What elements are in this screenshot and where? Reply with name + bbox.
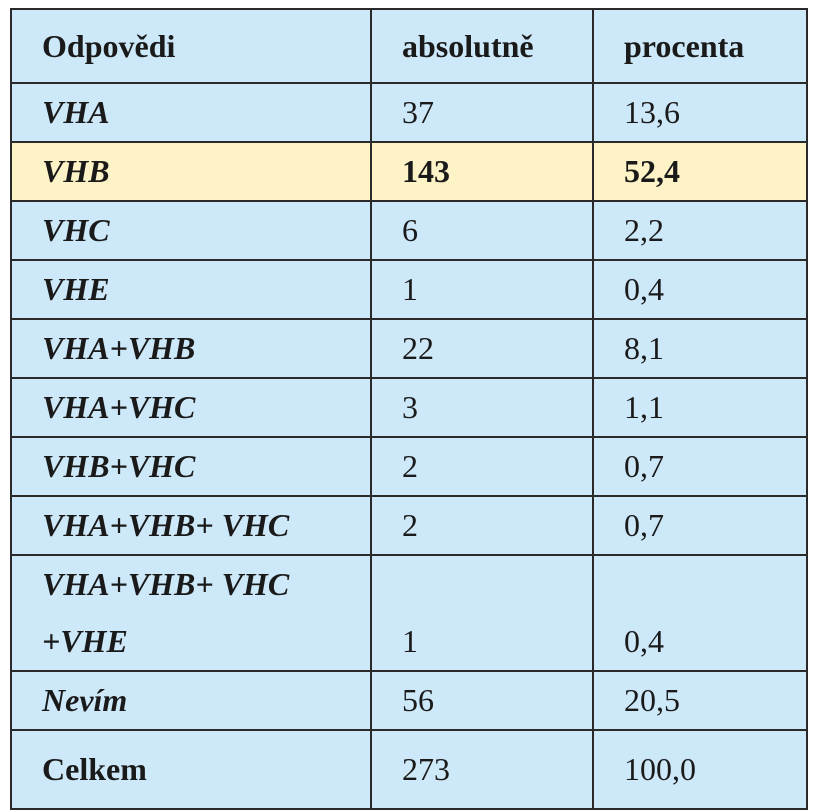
table-row: VHB 143 52,4 [10, 141, 808, 202]
row-label: VHA+VHC [10, 377, 372, 438]
table-row: VHB+VHC 2 0,7 [10, 436, 808, 497]
cell: 8,1 [592, 318, 808, 379]
header-cell: procenta [592, 8, 808, 84]
header-row: Odpovědi absolutně procenta [10, 8, 808, 84]
table-row: VHC 6 2,2 [10, 200, 808, 261]
cell: 0,7 [592, 495, 808, 556]
cell: 20,5 [592, 670, 808, 731]
cell: 2,2 [592, 200, 808, 261]
data-table: Odpovědi absolutně procenta VHA 37 13,6 VHB 143… [10, 8, 808, 810]
row-label: VHA+VHB+ VHC [10, 495, 372, 556]
cell: 3 [370, 377, 594, 438]
row-label: VHE [10, 259, 372, 320]
table-row: Celkem 273 100,0 [10, 729, 808, 810]
table-body: Odpovědi absolutně procenta VHA 37 13,6 VHB 143… [10, 8, 808, 810]
table-row: VHA 37 13,6 [10, 82, 808, 143]
cell: 1 [370, 259, 594, 320]
row-label: Nevím [10, 670, 372, 731]
row-label: VHA+VHB [10, 318, 372, 379]
table-row: Nevím 56 20,5 [10, 670, 808, 731]
cell: 22 [370, 318, 594, 379]
header-cell: absolutně [370, 8, 594, 84]
table-row: VHE 1 0,4 [10, 259, 808, 320]
header-cell: Odpovědi [10, 8, 372, 84]
row-label: VHB+VHC [10, 436, 372, 497]
cell: 100,0 [592, 729, 808, 810]
row-label: VHC [10, 200, 372, 261]
cell: 1,1 [592, 377, 808, 438]
cell: 0,4 [592, 554, 808, 672]
cell: 1 [370, 554, 594, 672]
row-label: VHA [10, 82, 372, 143]
table-row: VHA+VHB+ VHC 2 0,7 [10, 495, 808, 556]
cell: 0,4 [592, 259, 808, 320]
table-row: VHA+VHB 22 8,1 [10, 318, 808, 379]
cell: 143 [370, 141, 594, 202]
cell: 13,6 [592, 82, 808, 143]
cell: 56 [370, 670, 594, 731]
cell: 52,4 [592, 141, 808, 202]
cell: 6 [370, 200, 594, 261]
cell: 2 [370, 495, 594, 556]
cell: 37 [370, 82, 594, 143]
cell: 2 [370, 436, 594, 497]
cell: 0,7 [592, 436, 808, 497]
row-label: VHA+VHB+ VHC +VHE [10, 554, 372, 672]
row-label: Celkem [10, 729, 372, 810]
table-row: VHA+VHC 3 1,1 [10, 377, 808, 438]
cell: 273 [370, 729, 594, 810]
row-label: VHB [10, 141, 372, 202]
table-row: VHA+VHB+ VHC +VHE 1 0,4 [10, 554, 808, 672]
